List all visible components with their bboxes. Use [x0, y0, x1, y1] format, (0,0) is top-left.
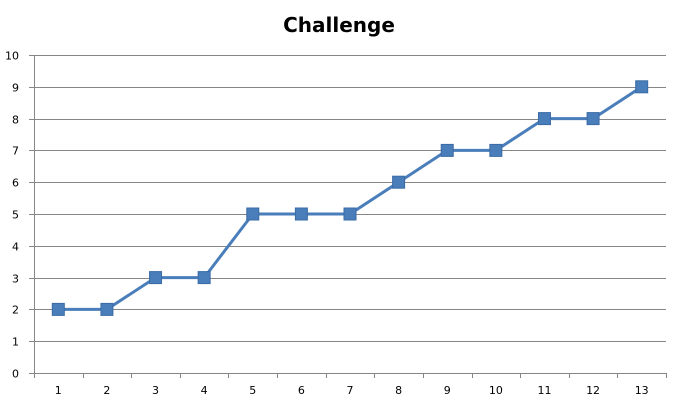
data-point-marker [246, 207, 260, 221]
y-tick-label: 5 [12, 209, 19, 222]
y-tick-label: 9 [12, 82, 19, 95]
y-tick-label: 1 [12, 336, 19, 349]
x-tick-label: 7 [347, 384, 354, 397]
y-tick-label: 0 [12, 368, 19, 381]
x-tick-label: 5 [249, 384, 256, 397]
x-tick-label: 8 [395, 384, 402, 397]
x-tick-label: 2 [103, 384, 110, 397]
data-point-marker [197, 271, 211, 285]
data-point-marker [51, 302, 65, 316]
y-tick-label: 3 [12, 273, 19, 286]
data-point-marker [586, 112, 600, 126]
x-tick-label: 11 [537, 384, 551, 397]
data-point-marker [537, 112, 551, 126]
y-tick-label: 4 [12, 241, 19, 254]
y-tick-label: 6 [12, 177, 19, 190]
y-axis-tick-labels: 0 1 2 3 4 5 6 7 8 9 10 [5, 50, 19, 381]
data-point-marker [100, 302, 114, 316]
x-tick-label: 10 [489, 384, 503, 397]
data-point-marker [343, 207, 357, 221]
series [51, 80, 649, 316]
y-tick-label: 7 [12, 145, 19, 158]
data-point-marker [294, 207, 308, 221]
x-tick-label: 6 [298, 384, 305, 397]
data-point-marker [149, 271, 163, 285]
data-point-marker [635, 80, 649, 94]
chart-title: Challenge [283, 13, 395, 37]
y-tick-label: 8 [12, 114, 19, 127]
series-line [58, 85, 643, 311]
x-tick-label: 3 [152, 384, 159, 397]
data-point-marker [489, 143, 503, 157]
x-tick-label: 12 [586, 384, 600, 397]
axes [29, 55, 667, 378]
x-axis-tick-labels: 1 2 3 4 5 6 7 8 9 10 11 12 13 [55, 384, 649, 397]
y-tick-label: 10 [5, 50, 19, 63]
data-point-marker [392, 175, 406, 189]
x-tick-label: 1 [55, 384, 62, 397]
x-tick-label: 9 [444, 384, 451, 397]
y-tick-label: 2 [12, 304, 19, 317]
data-point-marker [440, 143, 454, 157]
gridlines [34, 55, 666, 342]
x-tick-label: 13 [635, 384, 649, 397]
x-tick-label: 4 [201, 384, 208, 397]
